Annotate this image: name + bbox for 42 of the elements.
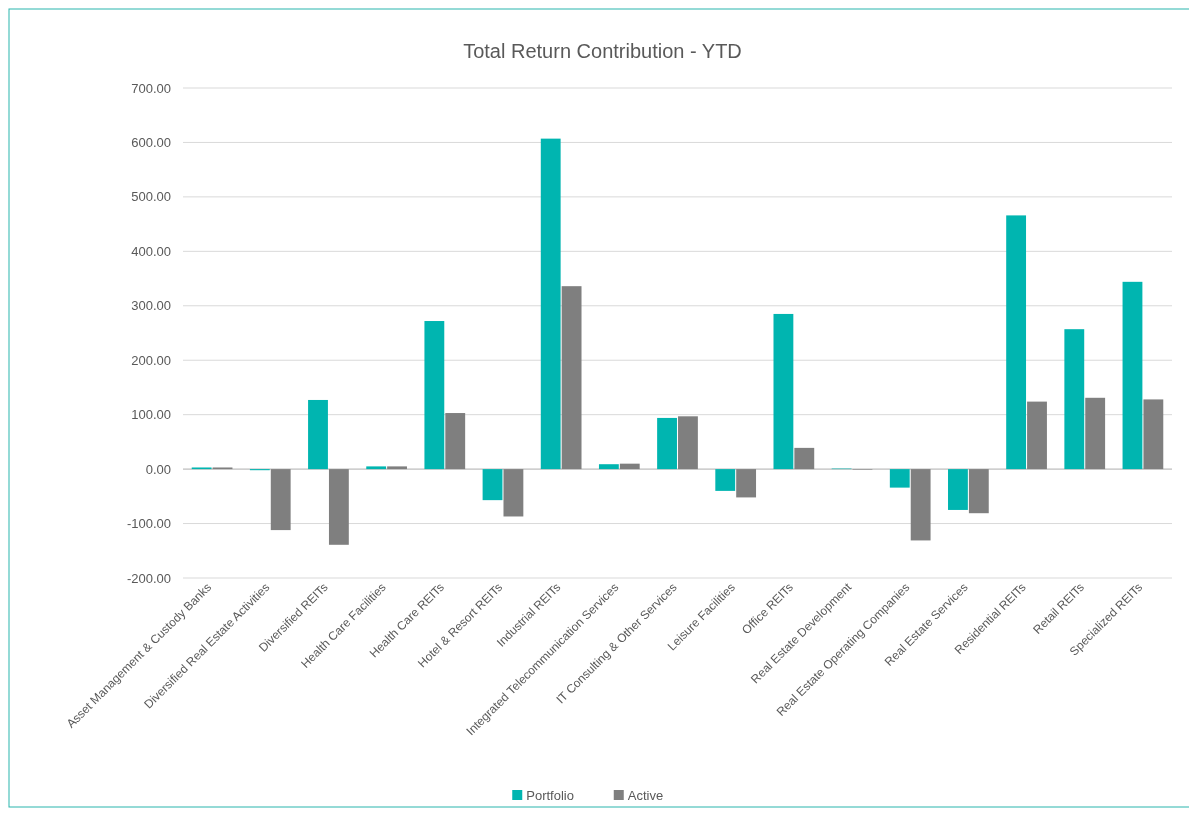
bar <box>1143 399 1164 470</box>
y-tick-label: 400.00 <box>131 243 171 259</box>
bar <box>503 469 524 517</box>
bar <box>424 321 445 470</box>
bar <box>1064 329 1085 470</box>
legend-label: Portfolio <box>526 788 574 803</box>
bar <box>889 469 910 488</box>
bar <box>1006 215 1027 470</box>
y-tick-label: 0.00 <box>145 461 171 477</box>
bar <box>794 447 815 470</box>
y-tick-label: -100.00 <box>126 516 171 532</box>
y-tick-label: 600.00 <box>131 134 171 150</box>
bar <box>328 469 349 545</box>
y-tick-label: 100.00 <box>131 407 171 423</box>
y-tick-label: 700.00 <box>131 80 171 96</box>
bar <box>1085 397 1106 470</box>
bar <box>270 469 291 531</box>
bar <box>598 464 619 470</box>
bar <box>366 466 387 470</box>
y-tick-label: 300.00 <box>131 298 171 314</box>
bar <box>678 416 698 470</box>
legend-label: Active <box>627 788 664 803</box>
bar <box>619 463 640 470</box>
bar <box>715 469 736 491</box>
bar <box>445 413 466 470</box>
bar <box>387 466 407 470</box>
bar <box>968 469 989 514</box>
bar <box>657 417 677 470</box>
bar <box>308 399 328 470</box>
bar <box>773 313 794 470</box>
bar <box>1122 281 1143 470</box>
bar <box>1027 401 1047 470</box>
bar <box>540 138 561 470</box>
chart-title: Total Return Contribution - YTD <box>463 40 742 62</box>
y-tick-label: -200.00 <box>126 570 171 586</box>
bar <box>736 469 757 498</box>
bar <box>482 469 503 501</box>
bar <box>910 469 931 541</box>
y-tick-label: 200.00 <box>131 352 171 368</box>
bar <box>948 469 968 510</box>
bar <box>561 286 582 470</box>
y-tick-label: 500.00 <box>131 189 171 205</box>
